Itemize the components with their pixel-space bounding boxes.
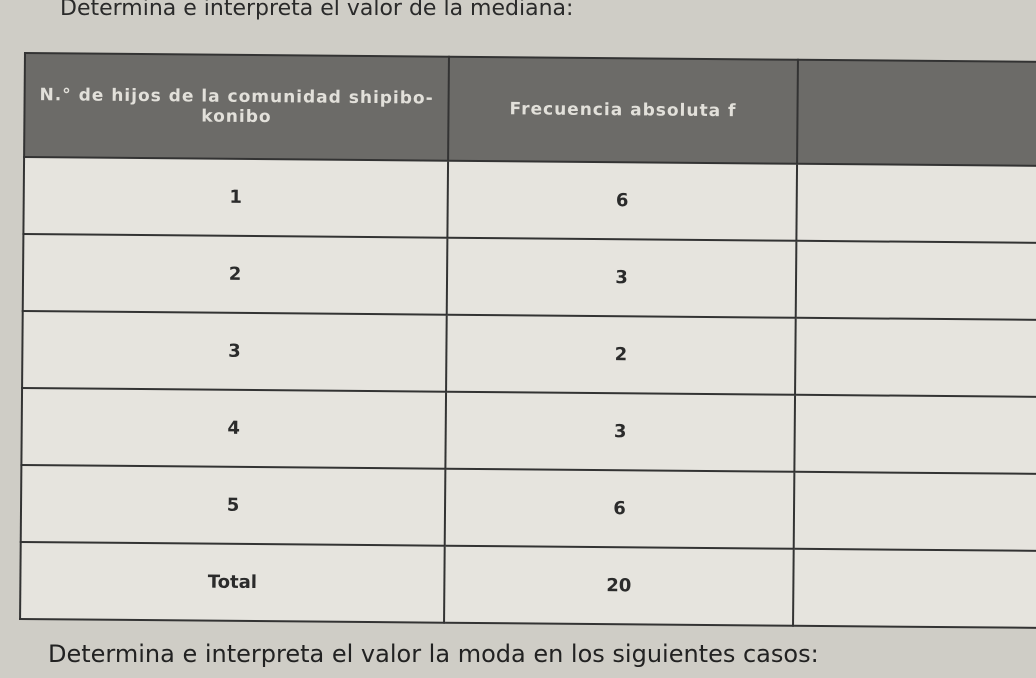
frequency-cell: 3 <box>446 237 797 318</box>
frequency-cell: 20 <box>444 545 794 626</box>
next-exercise-title: Determina e interpreta el valor la moda … <box>48 640 819 668</box>
table-row: Total 20 <box>20 541 1036 628</box>
children-cell: 4 <box>21 387 447 469</box>
exercise-title: Determina e interpreta el valor de la me… <box>60 0 574 21</box>
blank-cell[interactable] <box>796 163 1036 243</box>
children-cell: 3 <box>22 310 447 392</box>
blank-cell[interactable] <box>794 394 1036 474</box>
frequency-cell: 3 <box>445 391 796 472</box>
children-cell: Total <box>20 541 445 623</box>
frequency-table: N.° de hijos de la comunidad shipibo-kon… <box>19 52 1036 629</box>
header-frequency: Frecuencia absoluta f <box>448 56 798 164</box>
blank-cell[interactable] <box>793 471 1036 551</box>
header-empty <box>797 59 1036 166</box>
blank-cell[interactable] <box>795 317 1036 397</box>
children-cell: 2 <box>22 234 448 315</box>
children-cell: 1 <box>23 157 449 238</box>
blank-cell[interactable] <box>793 548 1036 628</box>
frequency-cell: 2 <box>446 314 796 395</box>
blank-cell[interactable] <box>795 240 1036 320</box>
children-cell: 5 <box>20 464 446 546</box>
frequency-cell: 6 <box>447 160 798 241</box>
header-children: N.° de hijos de la comunidad shipibo-kon… <box>24 53 449 161</box>
frequency-cell: 6 <box>444 468 795 549</box>
